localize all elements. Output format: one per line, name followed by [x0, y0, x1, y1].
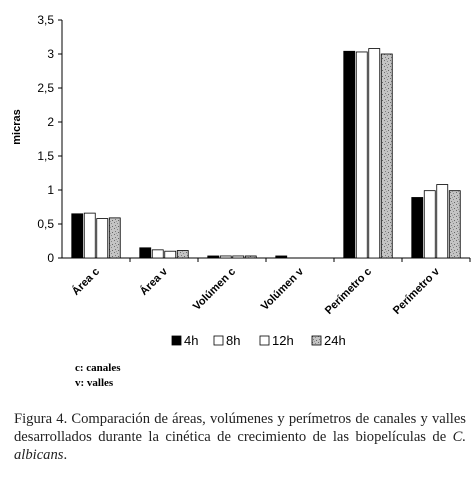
y-tick-label: 0 [47, 251, 54, 265]
y-tick-label: 3 [47, 47, 54, 61]
bar [219, 255, 232, 259]
bar [436, 184, 449, 259]
y-tick-label: 1,5 [37, 149, 54, 163]
bar [164, 250, 177, 259]
bar [176, 250, 189, 259]
legend: 4h 8h 12h 24h [171, 333, 346, 348]
category-label: Perímetro c [323, 266, 374, 317]
category-label: Perímetro v [391, 265, 443, 317]
legend-label: 12h [272, 333, 294, 348]
legend-label: 8h [226, 333, 240, 348]
note-valles: v: valles [75, 377, 114, 389]
legend-swatch [171, 335, 182, 346]
y-tick-label: 1 [47, 183, 54, 197]
bar [232, 255, 245, 259]
bars [71, 48, 461, 259]
note-canales: c: canales [75, 362, 121, 374]
legend-label: 4h [184, 333, 198, 348]
legend-swatch [259, 335, 270, 346]
bar [71, 213, 84, 259]
bar [275, 255, 288, 259]
bar [343, 50, 356, 259]
bar [411, 197, 424, 259]
y-tick-label: 0,5 [37, 217, 54, 231]
category-label: Volúmen v [259, 265, 307, 313]
axes: 0 0,5 1 1,5 2 2,5 3 3,5 [37, 13, 471, 265]
bar [423, 190, 436, 259]
category-label: Área c [69, 265, 102, 298]
category-label: Volúmen c [191, 266, 238, 313]
bar [139, 247, 152, 259]
bar [244, 255, 257, 259]
category-label: Área v [137, 264, 171, 298]
bar [83, 212, 96, 259]
bar [96, 218, 109, 259]
bar [355, 51, 368, 259]
bar [151, 249, 164, 259]
bar-chart: micras 0 0,5 1 1,5 2 2,5 3 3,5 Área c Área v Volú… [11, 13, 471, 348]
caption-text: Figura 4. Comparación de áreas, volúmene… [14, 411, 466, 445]
figure-caption: Figura 4. Comparación de áreas, volúmene… [14, 410, 466, 464]
bar [108, 217, 121, 259]
legend-swatch [213, 335, 224, 346]
legend-label: 24h [324, 333, 346, 348]
legend-swatch [311, 335, 322, 346]
y-axis-label: micras [11, 109, 23, 144]
bar [368, 48, 381, 259]
y-tick-label: 2 [47, 115, 54, 129]
caption-species: C. albicans [14, 429, 466, 463]
category-labels: Área c Área v Volúmen c Volúmen v Perímetro … [69, 264, 443, 317]
caption-end: . [63, 447, 68, 463]
y-tick-label: 3,5 [37, 13, 54, 27]
bar [380, 53, 393, 259]
y-tick-label: 2,5 [37, 81, 54, 95]
bar [448, 190, 461, 259]
bar [207, 255, 220, 259]
